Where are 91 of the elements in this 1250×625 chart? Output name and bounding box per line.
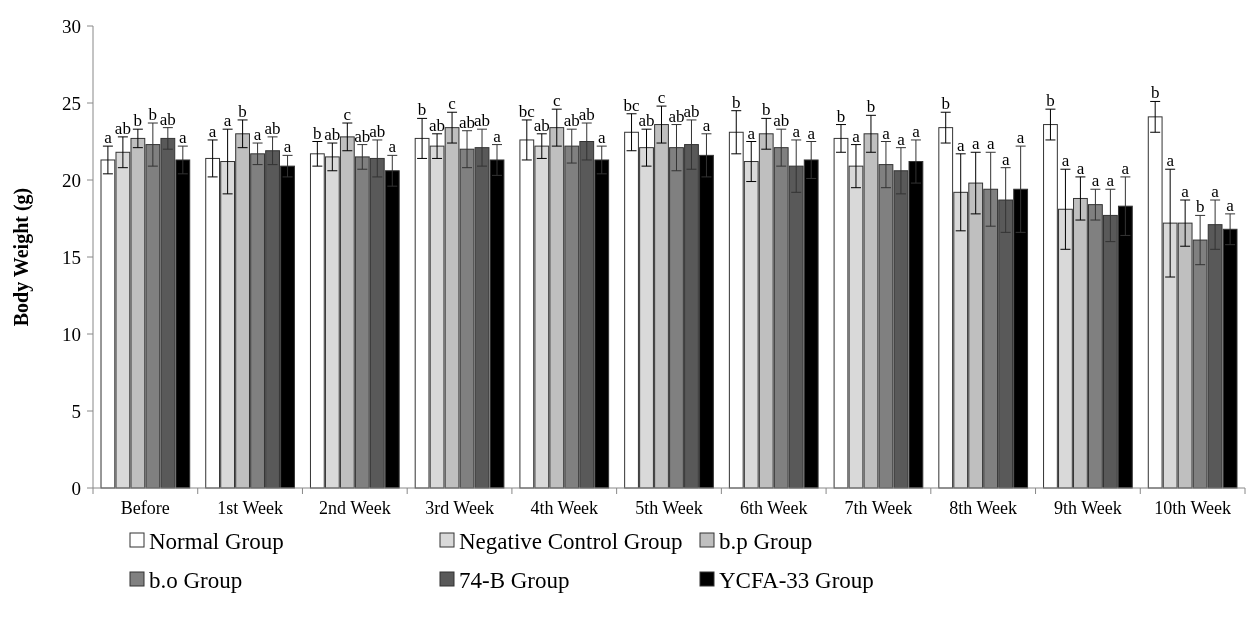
data-label: a [897,129,906,149]
data-label: a [388,137,397,157]
data-label: a [104,128,113,148]
data-label: a [747,123,756,143]
data-label: a [283,137,292,157]
data-label: ab [474,111,491,131]
data-label: b [836,106,846,126]
data-label: a [702,115,711,135]
data-label: ab [533,115,550,135]
data-label: ab [668,106,685,126]
x-tick-label: 2nd Week [318,498,391,518]
data-label: ab [429,115,446,135]
x-tick-label: 5th Week [635,498,703,518]
data-label: b [313,123,322,143]
data-label: b [417,100,427,120]
data-label: ab [459,112,476,132]
legend-label: Normal Group [149,529,284,555]
data-label: b [866,97,876,117]
data-label: a [1226,195,1235,215]
data-label: b [133,111,143,131]
y-tick-label: 0 [71,477,81,499]
data-label: a [208,121,217,141]
data-label: ab [773,111,790,131]
data-label: ab [578,105,595,125]
data-label: a [956,135,965,155]
data-label: a [792,121,801,141]
data-label: a [493,126,502,146]
data-label: b [1195,197,1205,217]
data-label: b [941,94,950,114]
legend-label: 74-B Group [459,568,570,594]
data-label: a [597,128,606,148]
data-label: a [852,126,861,146]
data-label: a [807,123,816,143]
y-tick-label: 15 [62,246,81,268]
legend-label: YCFA-33 Group [719,568,874,594]
y-tick-label: 5 [71,400,81,422]
legend-label: b.p Group [719,529,813,555]
legend-label: Negative Control Group [459,529,683,555]
data-label: ab [159,109,176,129]
data-label: ab [369,121,386,141]
data-label: c [553,91,562,111]
data-label: a [1076,158,1085,178]
data-label: a [1211,182,1220,202]
data-label: a [1001,149,1010,169]
data-label: a [1121,158,1130,178]
data-label: c [343,105,352,125]
data-label: a [1091,171,1100,191]
data-label: a [971,134,980,154]
data-label: bc [623,95,641,115]
data-label: ab [264,118,281,138]
data-label: ab [354,126,371,146]
data-label: a [223,111,232,131]
data-label: b [1150,83,1160,103]
data-label: ab [563,111,580,131]
y-tick-label: 10 [62,323,81,345]
data-label: b [1046,91,1055,111]
y-axis-title: Body Weight (g) [10,187,33,327]
data-label: ab [114,118,131,138]
data-label: a [253,125,262,145]
x-tick-label: Before [120,498,170,518]
legend-label: b.o Group [149,568,243,594]
y-tick-label: 25 [62,92,81,114]
x-tick-label: 7th Week [844,498,913,518]
data-label: a [986,134,995,154]
data-label: ab [324,125,341,145]
data-label: a [1181,182,1190,202]
data-label: a [882,123,891,143]
x-tick-label: 3rd Week [425,498,494,518]
data-label: a [1166,151,1175,171]
data-label: b [761,100,771,120]
data-label: b [732,92,741,112]
y-tick-label: 20 [62,169,81,191]
x-tick-label: 9th Week [1054,498,1122,518]
x-tick-label: 10th Week [1154,498,1231,518]
x-tick-label: 8th Week [949,498,1018,518]
y-tick-label: 30 [62,15,81,37]
data-label: ab [638,111,655,131]
data-label: a [1106,171,1115,191]
data-label: a [1061,151,1070,171]
data-label: c [448,94,457,114]
data-label: a [179,128,188,148]
data-label: a [1016,128,1025,148]
x-tick-label: 1st Week [217,498,283,518]
data-label: b [238,101,247,121]
x-tick-label: 6th Week [739,498,808,518]
data-label: a [912,121,921,141]
data-label: b [148,105,158,125]
data-label: c [657,88,666,108]
x-tick-label: 4th Week [530,498,599,518]
data-label: bc [518,101,536,121]
data-label: ab [683,101,700,121]
